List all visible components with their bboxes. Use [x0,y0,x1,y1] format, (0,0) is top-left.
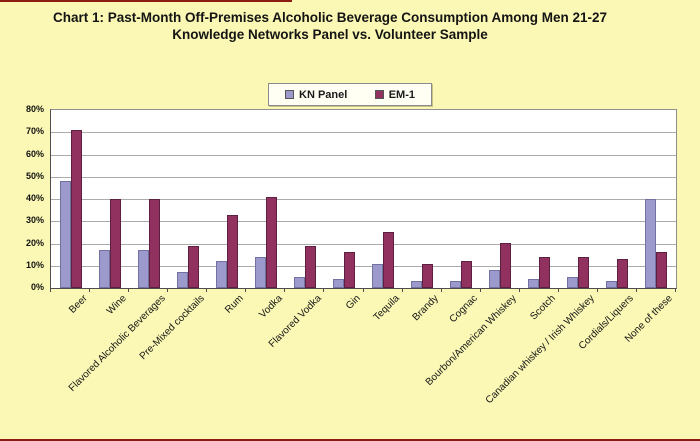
bar-em-1 [187,246,199,288]
x-tick-mark [128,288,130,292]
bar-em-1 [70,130,82,288]
chart-title-line1: Chart 1: Past-Month Off-Premises Alcohol… [52,10,608,25]
legend-label-kn-panel: KN Panel [299,88,348,101]
chart-title-line2: Knowledge Networks Panel vs. Volunteer S… [172,27,488,42]
x-tick-mark [518,288,520,292]
y-tick-label: 70% [25,126,44,137]
x-tick-mark [206,288,208,292]
x-tick-mark [245,288,247,292]
bar-em-1 [343,252,355,288]
y-tick-label: 80% [25,104,44,114]
bar-kn-panel [528,279,540,288]
grid-line [51,154,676,156]
y-tick-label: 50% [25,170,44,181]
y-tick-label: 10% [25,259,44,270]
x-tick-mark [675,288,676,292]
x-tick-mark [557,288,559,292]
grid-line [51,265,676,267]
x-tick-mark [323,288,325,292]
y-tick-label: 30% [25,215,44,226]
x-tick-mark [401,288,403,292]
legend-item-kn-panel: KN Panel [285,89,347,101]
bar-em-1 [383,232,395,288]
bar-em-1 [226,215,238,288]
legend-item-em1: EM-1 [374,88,415,101]
bar-kn-panel [293,277,305,288]
y-tick-label: 60% [25,148,44,159]
bar-kn-panel [176,272,188,288]
x-tick-mark [89,288,91,292]
kn-panel-swatch-icon [285,90,294,99]
x-tick-mark [635,288,637,292]
bar-kn-panel [98,250,110,288]
x-tick-mark [596,288,598,292]
plot-area [50,109,677,289]
legend: KN Panel EM-1 [268,83,432,106]
bar-em-1 [422,264,434,288]
bar-em-1 [265,197,277,288]
chart-title: Chart 1: Past-Month Off-Premises Alcohol… [0,9,660,43]
x-tick-mark [362,288,364,292]
x-tick-mark [479,288,481,292]
legend-label-em1: EM-1 [388,88,415,101]
x-tick-mark [167,288,169,292]
bar-em-1 [109,199,121,288]
y-tick-label: 0% [30,282,44,292]
x-tick-mark [440,288,442,292]
grid-line [51,176,676,178]
bar-kn-panel [332,279,344,288]
bar-em-1 [539,257,551,288]
bar-em-1 [656,252,668,288]
bar-em-1 [148,199,160,288]
grid-line [51,243,676,245]
bar-kn-panel [137,250,149,288]
bar-em-1 [617,259,629,288]
bar-em-1 [304,246,316,288]
x-tick-mark [50,288,51,292]
grid-line [51,199,676,200]
bar-em-1 [578,257,590,288]
top-rule-line [0,0,292,2]
bar-em-1 [500,243,512,288]
bar-kn-panel [450,281,462,288]
bar-kn-panel [645,199,657,288]
bar-kn-panel [567,277,579,288]
bar-kn-panel [411,281,423,288]
bar-kn-panel [489,270,501,288]
y-tick-label: 20% [25,237,44,248]
y-tick-label: 40% [25,193,44,203]
em1-swatch-icon [374,90,384,99]
bar-kn-panel [606,281,618,288]
bar-kn-panel [215,261,227,288]
grid-line [51,132,676,134]
grid-line [51,221,676,223]
x-tick-mark [284,288,286,292]
bottom-rule-line [0,439,700,441]
bar-kn-panel [372,264,384,288]
bar-em-1 [461,261,473,288]
bar-kn-panel [254,257,266,288]
bar-kn-panel [59,181,71,288]
